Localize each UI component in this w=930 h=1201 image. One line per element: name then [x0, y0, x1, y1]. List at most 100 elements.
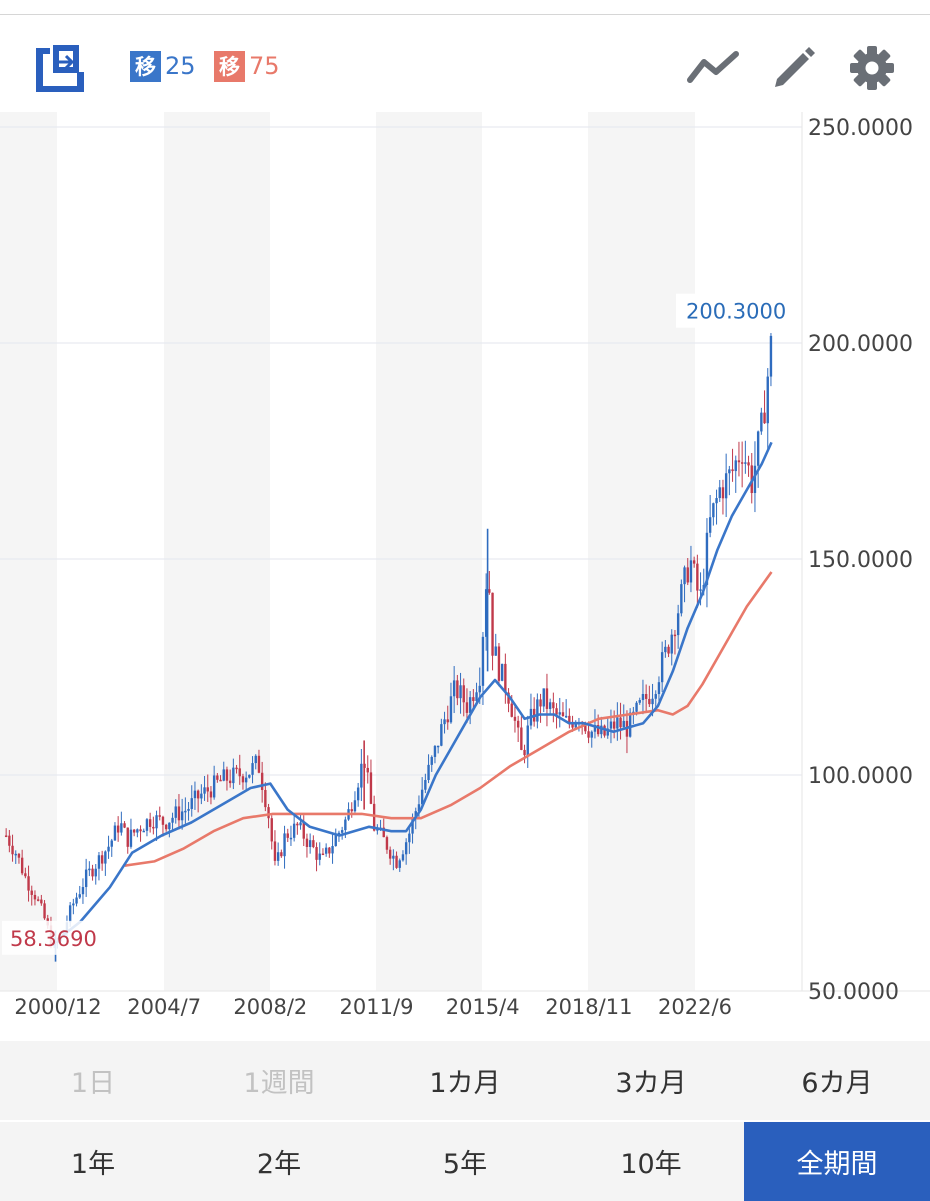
period-tab[interactable]: 2年	[256, 1149, 302, 1180]
period-tab[interactable]: 1カ月	[429, 1068, 501, 1099]
candle-body	[113, 825, 117, 841]
candle-body	[283, 833, 286, 857]
candle-body	[219, 779, 222, 782]
legend-ma25-value: 25	[165, 52, 196, 80]
candle-body	[100, 855, 104, 864]
candle-body	[404, 842, 408, 855]
period-tab[interactable]: 1年	[70, 1149, 116, 1180]
candle-body	[708, 517, 712, 533]
candle-body	[254, 755, 257, 764]
candle-body	[196, 790, 200, 799]
candle-body	[644, 694, 648, 699]
price-chart[interactable]: 250.0000200.0000150.0000100.000050.0000 …	[0, 112, 930, 1040]
candle-body	[14, 853, 17, 856]
x-tick-label: 2008/2	[233, 995, 307, 1019]
candle-body	[372, 803, 376, 831]
candle-body	[491, 592, 494, 656]
period-tab[interactable]: 5年	[442, 1149, 488, 1180]
candle-body	[664, 646, 667, 653]
top-divider	[0, 14, 930, 15]
candle-body	[299, 822, 302, 826]
candle-body	[651, 698, 654, 705]
candle-body	[193, 790, 197, 799]
candle-body	[596, 725, 600, 735]
candle-body	[513, 716, 517, 721]
legend-ma75-badge: 移	[214, 50, 245, 82]
candle-body	[116, 825, 120, 833]
candle-body	[8, 835, 11, 846]
candle-body	[132, 829, 136, 833]
candle-body	[526, 725, 529, 756]
candle-body	[267, 807, 270, 819]
candle-body	[292, 823, 296, 838]
candle-body	[225, 769, 229, 781]
candle-body	[718, 487, 721, 499]
period-tab[interactable]: 全期間	[744, 1122, 930, 1201]
candle-body	[388, 849, 392, 859]
candle-body	[600, 725, 603, 735]
export-icon[interactable]	[32, 40, 88, 96]
candle-body	[260, 772, 264, 790]
candle-body	[680, 584, 683, 614]
legend-ma75: 移 75	[214, 50, 280, 82]
period-tabs-row-2: 1年 2年 5年 10年 全期間	[0, 1122, 930, 1201]
candle-body	[324, 847, 328, 854]
gear-icon[interactable]	[844, 40, 900, 96]
candle-body	[296, 823, 299, 826]
candle-body	[369, 772, 373, 804]
candle-body	[216, 775, 219, 780]
candle-body	[235, 767, 238, 770]
candle-body	[392, 855, 395, 859]
candle-body	[123, 823, 126, 828]
candle-body	[443, 719, 446, 725]
candle-body	[241, 776, 245, 783]
candle-body	[318, 853, 321, 860]
candle-body	[36, 899, 40, 901]
candle-body	[673, 634, 677, 637]
candle-body	[705, 532, 709, 585]
period-tabs-row-1: 1日 1週間 1カ月 3カ月 6カ月	[0, 1041, 930, 1120]
candle-body	[27, 876, 30, 891]
period-tab[interactable]: 3カ月	[615, 1068, 687, 1099]
period-tab[interactable]: 6カ月	[801, 1068, 873, 1099]
candle-body	[590, 731, 593, 738]
candle-body	[468, 697, 472, 713]
candle-body	[401, 854, 405, 861]
candle-body	[552, 702, 555, 709]
candle-body	[244, 777, 248, 783]
candle-body	[657, 682, 661, 695]
trend-line-icon[interactable]	[686, 40, 742, 96]
candle-body	[276, 852, 280, 861]
candle-body	[568, 715, 571, 722]
candle-body	[177, 806, 181, 821]
candle-body	[164, 824, 168, 830]
candle-body	[84, 869, 88, 888]
candle-body	[232, 767, 235, 784]
candle-body	[212, 775, 216, 798]
period-tab: 1日	[70, 1068, 116, 1099]
candle-body	[158, 815, 161, 817]
legend-ma75-value: 75	[249, 52, 280, 80]
period-tab[interactable]: 10年	[620, 1149, 682, 1180]
candle-body	[641, 694, 645, 701]
pencil-icon[interactable]	[766, 40, 822, 96]
candle-body	[516, 720, 520, 728]
min-price-label: 58.3690	[10, 927, 97, 951]
x-tick-label: 2015/4	[446, 995, 520, 1019]
candle-body	[315, 847, 318, 860]
candle-body	[756, 431, 760, 466]
y-tick-label: 50.0000	[808, 980, 899, 1005]
ma75-line	[124, 571, 773, 867]
candle-body	[334, 835, 337, 847]
candle-body	[398, 860, 401, 868]
candle-body	[395, 855, 398, 868]
candle-body	[222, 769, 225, 781]
candle-body	[353, 800, 357, 812]
candle-body	[94, 868, 97, 877]
candle-body	[724, 473, 728, 499]
candle-body	[488, 589, 491, 593]
candle-body	[88, 868, 91, 871]
candle-body	[456, 680, 459, 699]
candle-body	[731, 469, 734, 472]
chart-toolbar: 移 25 移 75	[0, 15, 930, 127]
